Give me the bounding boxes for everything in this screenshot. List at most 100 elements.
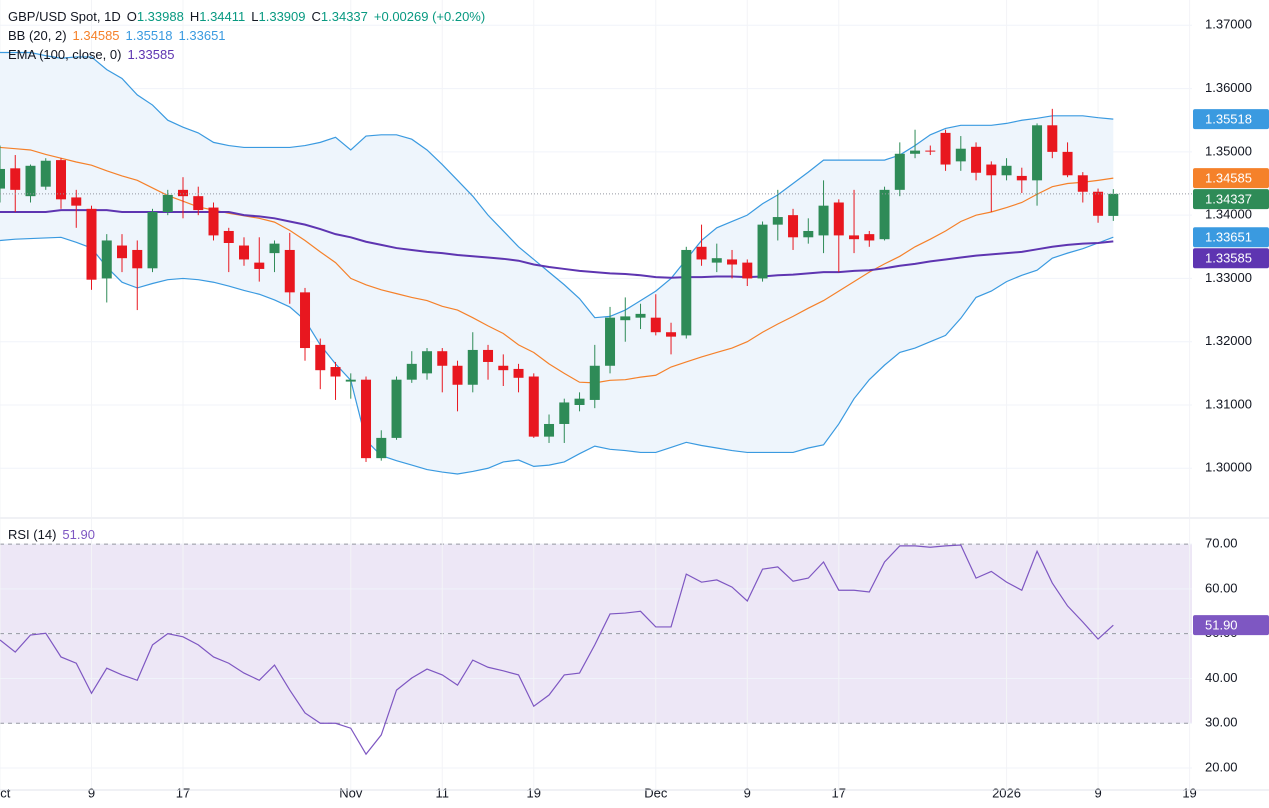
candle-body [10, 168, 21, 190]
plot-background [0, 0, 1192, 790]
candle-body [56, 160, 67, 200]
candle-body [483, 349, 494, 362]
candle-body [1077, 175, 1088, 192]
x-tick-label: 9 [88, 785, 95, 800]
axis-price-badge [1193, 189, 1269, 210]
candle-body [650, 317, 661, 333]
candle-body [635, 313, 646, 318]
candle-body [1032, 125, 1043, 181]
candle-body [544, 423, 555, 437]
candle-body [513, 368, 524, 378]
candle-body [589, 365, 600, 400]
plot-marks [0, 51, 1119, 756]
bollinger-lower [0, 236, 1114, 475]
candle-body [376, 437, 387, 459]
indicator-name: RSI (14) [8, 527, 56, 542]
x-tick-label: 17 [176, 785, 190, 800]
candle-body [330, 367, 341, 377]
indicator-value: 1.33651 [179, 28, 226, 43]
x-tick-label: ct [0, 785, 11, 800]
candle-body [40, 160, 51, 187]
legend-ema: EMA (100, close, 0) 1.33585 [8, 47, 174, 62]
candle-body [452, 365, 463, 385]
ohlc-value: 1.33988 [137, 9, 184, 24]
axis-price-badge-label: 1.34585 [1205, 171, 1252, 186]
candle-body [1016, 175, 1027, 181]
indicator-name: BB (20, 2) [8, 28, 67, 43]
candle-body [894, 153, 905, 190]
candle-body [315, 344, 326, 371]
candle-body [391, 379, 402, 438]
ema-line [0, 209, 1114, 279]
axis-price-badge [1193, 109, 1269, 130]
x-tick-label: 9 [744, 785, 751, 800]
candle-body [681, 249, 692, 336]
legend-ohlc: GBP/USD Spot, 1D O1.33988 H1.34411 L1.33909… [8, 9, 485, 24]
indicator-value: 1.33585 [127, 47, 174, 62]
candle-body [711, 258, 722, 263]
candle-body [239, 245, 250, 260]
candle-body [269, 243, 280, 254]
candle-body [666, 332, 677, 337]
candle-body [696, 246, 707, 260]
axis-price-badge [1193, 615, 1269, 636]
candle-body [986, 164, 997, 176]
candle-body [300, 292, 311, 349]
candle-body [254, 262, 265, 269]
candle-body [910, 150, 921, 154]
ohlc-prefix: C [312, 9, 321, 24]
candle-body [147, 211, 158, 269]
candle-body [345, 379, 356, 382]
y-tick-label: 70.00 [1205, 536, 1238, 551]
axis-price-badge-label: 1.34337 [1205, 192, 1252, 207]
candle-body [208, 207, 219, 236]
candle-body [1001, 165, 1012, 176]
ohlc-prefix: O [127, 9, 137, 24]
candle-body [361, 379, 372, 459]
y-tick-label: 1.36000 [1205, 80, 1252, 95]
axis-price-badge-label: 1.35518 [1205, 112, 1252, 127]
candle-body [864, 234, 875, 241]
axis-price-badge-label: 1.33585 [1205, 251, 1252, 266]
candle-body [925, 150, 936, 152]
candle-body [559, 402, 570, 424]
x-tick-label: Nov [339, 785, 363, 800]
x-tick-label: 11 [436, 785, 450, 800]
candle-body [223, 230, 234, 243]
axis-price-badge [1193, 248, 1269, 269]
ohlc-value: 1.33909 [259, 9, 306, 24]
change-value: +0.00269 (+0.20%) [374, 9, 485, 24]
y-tick-label: 40.00 [1205, 670, 1238, 685]
y-tick-label: 20.00 [1205, 759, 1238, 774]
y-tick-label: 1.35000 [1205, 143, 1252, 158]
candle-body [742, 262, 753, 279]
ohlc-value: 1.34411 [199, 9, 245, 24]
y-tick-label: 1.34000 [1205, 207, 1252, 222]
bollinger-upper [0, 51, 1114, 319]
candle-body [193, 196, 204, 211]
candle-body [1093, 191, 1104, 216]
x-tick-label: 19 [1182, 785, 1196, 800]
x-tick-label: 9 [1094, 785, 1101, 800]
candle-body [25, 165, 36, 197]
candle-body [971, 146, 982, 173]
bollinger-fill [0, 52, 1114, 474]
y-tick-label: 1.30000 [1205, 460, 1252, 475]
symbol-name: GBP/USD Spot, 1D [8, 9, 121, 24]
candle-body [162, 194, 173, 212]
plot-overlay: 1.30000 1.31000 1.32000 1.33000 1.34000 1.350… [0, 9, 1269, 800]
candle-body [803, 230, 814, 238]
legend-rsi: RSI (14) 51.90 [8, 527, 95, 542]
y-tick-label: 1.32000 [1205, 333, 1252, 348]
axis-price-badge-label: 51.90 [1205, 618, 1238, 633]
candle-body [605, 317, 616, 366]
candle-body [498, 365, 509, 371]
candle-body [620, 316, 631, 321]
candle-body [574, 398, 585, 405]
legend-bollinger: BB (20, 2) 1.34585 1.35518 1.33651 [8, 28, 226, 43]
x-tick-label: 17 [832, 785, 846, 800]
candle-body [849, 235, 860, 240]
axis-price-badge [1193, 227, 1269, 248]
indicator-value: 1.35518 [126, 28, 173, 43]
